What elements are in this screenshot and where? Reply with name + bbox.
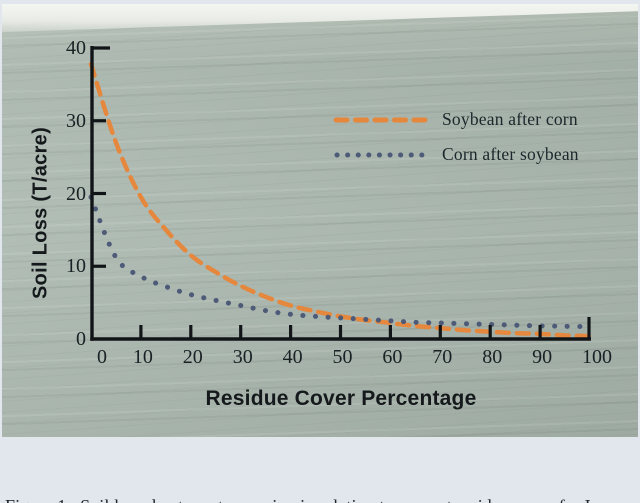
y-tick-label: 40 bbox=[66, 37, 86, 59]
x-tick-label: 100 bbox=[582, 346, 612, 368]
chart-axes bbox=[90, 46, 591, 341]
x-tick-label: 0 bbox=[97, 346, 107, 368]
x-tick-label: 30 bbox=[232, 346, 253, 368]
x-tick-label: 40 bbox=[282, 346, 303, 368]
legend-label-soybean-after-corn: Soybean after corn bbox=[442, 109, 578, 129]
x-tick-label: 10 bbox=[132, 346, 153, 368]
legend-row-soybean: Soybean after corn bbox=[333, 102, 579, 137]
y-tick-label: 0 bbox=[76, 328, 86, 350]
y-axis-title: Soil Loss (T/acre) bbox=[29, 126, 52, 300]
figure-caption: Figure 1. Soil loss due to water erosion… bbox=[5, 451, 635, 503]
x-tick-label: 60 bbox=[382, 346, 403, 368]
x-tick-label: 80 bbox=[482, 346, 503, 368]
x-tick-label: 20 bbox=[182, 346, 203, 368]
series-line-corn-after-soybean bbox=[88, 194, 593, 330]
wood-texture-photo bbox=[2, 4, 638, 437]
x-axis-title: Residue Cover Percentage bbox=[205, 387, 477, 410]
legend-label-corn-after-soybean: Corn after soybean bbox=[442, 144, 579, 164]
y-tick-label: 20 bbox=[66, 182, 86, 205]
x-tick-label: 90 bbox=[532, 346, 553, 368]
y-tick-label: 10 bbox=[66, 255, 86, 278]
dotted-line-sample-icon bbox=[334, 152, 429, 157]
legend-row-corn: Corn after soybean bbox=[333, 137, 579, 172]
x-tick-label: 70 bbox=[432, 346, 453, 368]
y-tick-label: 30 bbox=[66, 109, 86, 132]
caption-line-1: Figure 1. Soil loss due to water erosion… bbox=[5, 495, 635, 503]
chart-ticks bbox=[92, 119, 542, 338]
chart-curves bbox=[88, 61, 593, 339]
soil-loss-chart bbox=[88, 46, 593, 341]
legend: Soybean after corn Corn after soybean bbox=[333, 102, 579, 172]
x-tick-label: 50 bbox=[332, 346, 353, 368]
dashed-line-sample-icon bbox=[333, 117, 429, 122]
